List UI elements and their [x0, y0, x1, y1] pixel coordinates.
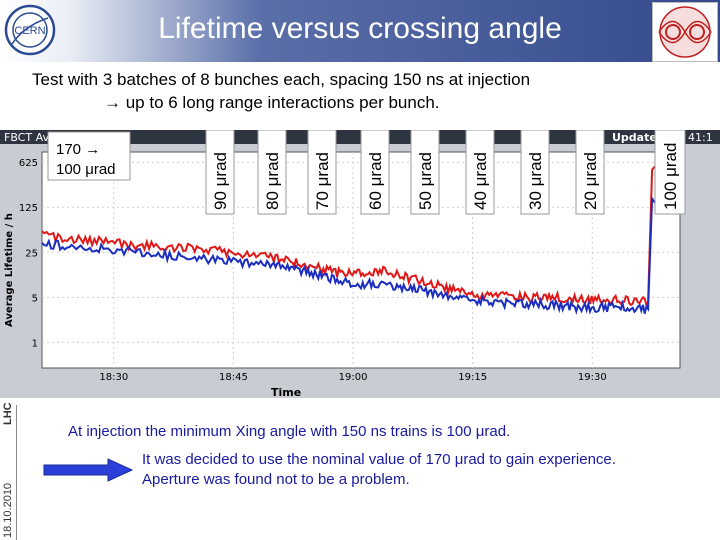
cern-logo-text: CERN — [14, 25, 45, 37]
chart-header-left: FBCT Av — [4, 131, 49, 144]
step-label-box — [575, 129, 605, 215]
y-tick-label: 625 — [19, 158, 38, 169]
sidebar-divider — [16, 405, 17, 540]
step-label: 100 μrad — [661, 143, 680, 210]
step-label: 40 μrad — [471, 152, 490, 210]
sidebar-lhc-label: LHC — [2, 402, 14, 425]
subtitle-line-1: Test with 3 batches of 8 bunches each, s… — [32, 70, 531, 89]
x-tick-label: 18:45 — [219, 372, 248, 383]
step-label: 60 μrad — [366, 152, 385, 210]
step-label: 70 μrad — [313, 152, 332, 210]
step-label-box — [410, 129, 440, 215]
step-label-box — [257, 129, 287, 215]
x-tick-label: 19:30 — [578, 372, 607, 383]
y-axis-title: Average Lifetime / h — [4, 213, 15, 327]
step-label: 80 μrad — [263, 152, 282, 210]
x-tick-label: 19:00 — [339, 372, 368, 383]
sidebar-date: 18.10.2010 — [2, 482, 14, 538]
step-label-box — [360, 129, 390, 215]
step-label-box — [205, 129, 235, 215]
injection-note: At injection the minimum Xing angle with… — [68, 423, 511, 440]
step-label-box — [520, 129, 550, 215]
y-tick-label: 5 — [32, 293, 38, 304]
step-label: 30 μrad — [526, 152, 545, 210]
first-step-annotation-box — [47, 131, 131, 181]
step-label: 50 μrad — [416, 152, 435, 210]
first-step-annotation-line2: 100 μrad — [56, 161, 116, 178]
lhc-logo — [652, 2, 718, 62]
slide-header: CERN Lifetime versus crossing angle — [0, 0, 720, 62]
step-label: 20 μrad — [581, 152, 600, 210]
y-tick-label: 25 — [25, 248, 38, 259]
series-line-blue — [41, 195, 681, 315]
right-arrow-icon — [43, 458, 134, 482]
slide-title: Lifetime versus crossing angle — [158, 12, 562, 45]
subtitle-line-2: → up to 6 long range interactions per bu… — [104, 93, 440, 112]
y-tick-label: 1 — [32, 338, 38, 349]
x-tick-label: 19:15 — [458, 372, 487, 383]
lifetime-chart: FBCT Av Updated: 41:1 625 125 25 5 1 18:30 18:45 1… — [0, 129, 720, 399]
decision-text: It was decided to use the nominal value … — [142, 451, 616, 488]
y-tick-label: 125 — [19, 203, 38, 214]
series-line-red — [41, 163, 681, 308]
step-label-box — [654, 129, 686, 215]
x-tick-label: 18:30 — [99, 372, 128, 383]
subtitle: Test with 3 batches of 8 bunches each, s… — [32, 68, 530, 114]
step-label: 90 μrad — [211, 152, 230, 210]
chart-header-time: 41:1 — [688, 131, 713, 144]
x-axis-title: Time — [271, 386, 301, 398]
cern-logo: CERN — [4, 4, 56, 56]
first-step-annotation-line1: 170 → — [56, 141, 100, 158]
step-label-box — [307, 129, 337, 215]
step-label-box — [465, 129, 495, 215]
